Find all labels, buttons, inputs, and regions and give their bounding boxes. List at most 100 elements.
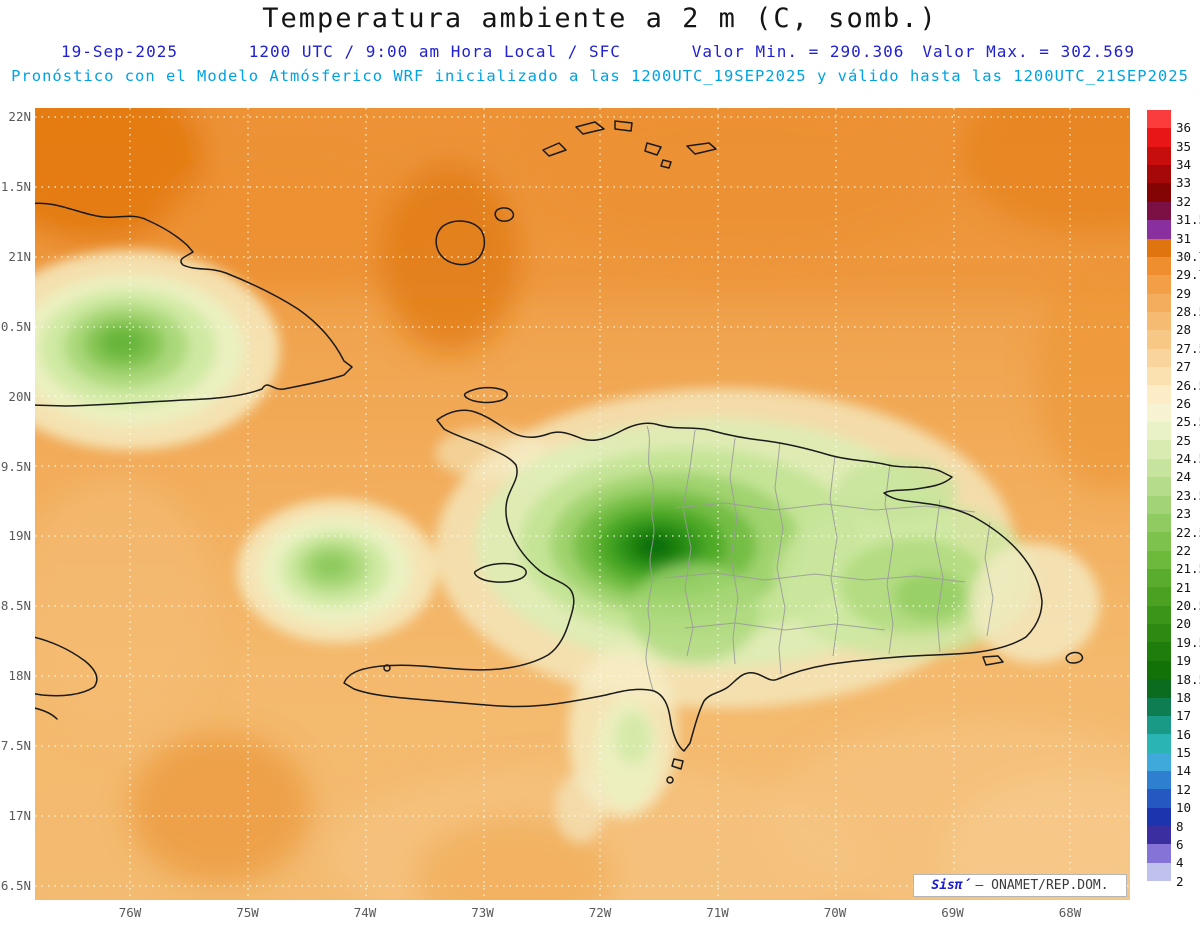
- colorbar-tick-label: 18.5: [1176, 671, 1200, 687]
- colorbar-swatch: [1147, 293, 1171, 312]
- coastline-cuba: [35, 202, 353, 407]
- lon-tick-label: 76W: [118, 905, 142, 920]
- island-mona: [1065, 651, 1084, 664]
- colorbar: [1147, 110, 1171, 900]
- colorbar-swatch: [1147, 844, 1171, 863]
- colorbar-swatch: [1147, 513, 1171, 533]
- colorbar-swatch: [1147, 238, 1171, 257]
- colorbar-tick-label: 26: [1176, 395, 1192, 411]
- colorbar-tick-label: 23: [1176, 506, 1192, 522]
- colorbar-tick-label: 14: [1176, 763, 1192, 779]
- colorbar-swatch: [1147, 789, 1171, 808]
- colorbar-tick-label: 28: [1176, 322, 1192, 338]
- coastlines: [35, 120, 1084, 784]
- colorbar-swatch: [1147, 532, 1171, 551]
- page-title: Temperatura ambiente a 2 m (C, somb.): [262, 3, 938, 34]
- colorbar-swatch: [1147, 881, 1171, 900]
- colorbar-tick-label: 29.7: [1176, 267, 1200, 283]
- colorbar-tick-label: 30.7: [1176, 248, 1200, 264]
- colorbar-tick-label: 19: [1176, 653, 1192, 669]
- colorbar-tick-label: 12: [1176, 781, 1192, 797]
- value-max: Valor Max. = 302.569: [922, 42, 1135, 61]
- min-max-values: Valor Min. = 290.306 Valor Max. = 302.56…: [692, 42, 1135, 61]
- colorbar-swatch: [1147, 348, 1171, 368]
- colorbar-swatch: [1147, 550, 1171, 569]
- colorbar-tick-label: 35: [1176, 138, 1192, 154]
- colorbar-swatch: [1147, 642, 1171, 661]
- colorbar-swatch: [1147, 770, 1171, 790]
- colorbar-swatch: [1147, 752, 1171, 771]
- colorbar-swatch: [1147, 807, 1171, 827]
- island-navassa: [383, 664, 391, 672]
- colorbar-tick-label: 20.5: [1176, 598, 1200, 614]
- colorbar-swatch: [1147, 146, 1171, 166]
- colorbar-tick-label: 28.5: [1176, 304, 1200, 320]
- colorbar-swatch: [1147, 679, 1171, 698]
- colorbar-tick-label: 25.5: [1176, 414, 1200, 430]
- colorbar-tick-label: 36: [1176, 120, 1192, 136]
- lat-tick-label: 8.5N: [0, 598, 31, 614]
- colorbar-tick-label: 10: [1176, 800, 1192, 816]
- colorbar-swatch: [1147, 660, 1171, 680]
- colorbar-swatch: [1147, 477, 1171, 496]
- colorbar-swatch: [1147, 367, 1171, 386]
- islands-turks-caicos: [542, 120, 672, 169]
- colorbar-swatch: [1147, 183, 1171, 202]
- colorbar-tick-label: 32: [1176, 193, 1192, 209]
- colorbar-swatch: [1147, 624, 1171, 643]
- graticule-gridlines: [35, 108, 1130, 900]
- coastline-jamaica: [35, 636, 98, 697]
- lon-tick-label: 72W: [588, 905, 612, 920]
- colorbar-swatch: [1147, 458, 1171, 478]
- colorbar-tick-label: 31.5: [1176, 212, 1200, 228]
- island-mayaguana: [686, 142, 717, 155]
- run-time: 1200 UTC / 9:00 am Hora Local / SFC: [248, 42, 621, 61]
- colorbar-tick-label: 16: [1176, 726, 1192, 742]
- colorbar-swatch: [1147, 330, 1171, 349]
- lat-tick-label: 6.5N: [0, 877, 31, 893]
- lat-tick-label: 20N: [8, 388, 31, 404]
- forecast-subtitle: Pronóstico con el Modelo Atmósferico WRF…: [11, 67, 1189, 85]
- colorbar-swatch: [1147, 862, 1171, 882]
- lon-tick-label: 75W: [236, 905, 259, 920]
- island-great-inagua: [435, 220, 486, 266]
- colorbar-swatch: [1147, 697, 1171, 716]
- colorbar-tick-label: 26.5: [1176, 377, 1200, 393]
- lat-tick-label: 22N: [8, 109, 31, 124]
- colorbar-tick-label: 19.5: [1176, 634, 1200, 650]
- lon-tick-label: 74W: [353, 905, 377, 920]
- lat-tick-label: 21N: [8, 248, 31, 264]
- island-saona: [982, 655, 1004, 666]
- colorbar-tick-label: 34: [1176, 157, 1192, 173]
- colorbar-swatch: [1147, 275, 1171, 294]
- colorbar-swatch: [1147, 495, 1171, 514]
- haiti-dr-border: [645, 425, 655, 691]
- watermark-brand: Sisπ́: [931, 878, 971, 893]
- colorbar-tick-label: 25: [1176, 432, 1192, 448]
- colorbar-tick-label: 15: [1176, 745, 1192, 761]
- colorbar-swatch: [1147, 128, 1171, 147]
- colorbar-swatch: [1147, 220, 1171, 239]
- colorbar-tick-label: 4: [1176, 855, 1184, 871]
- colorbar-tick-label: 21: [1176, 579, 1192, 595]
- lat-tick-label: 18N: [8, 668, 31, 684]
- colorbar-swatch: [1147, 605, 1171, 625]
- ocean-temperature-patches: [35, 108, 1130, 900]
- colorbar-tick-label: 31: [1176, 230, 1192, 246]
- value-min: Valor Min. = 290.306: [691, 42, 905, 61]
- colorbar-tick-label: 24: [1176, 469, 1192, 485]
- colorbar-swatch: [1147, 201, 1171, 221]
- colorbar-swatch: [1147, 110, 1171, 129]
- lat-tick-label: 7.5N: [0, 738, 31, 754]
- colorbar-tick-label: 33: [1176, 175, 1192, 191]
- island-tortue: [463, 386, 508, 404]
- colorbar-tick-label: 27: [1176, 359, 1192, 375]
- colorbar-tick-label: 22.5: [1176, 524, 1200, 540]
- lon-tick-label: 69W: [941, 905, 964, 920]
- watermark: Sisπ́ – ONAMET/REP.DOM.: [913, 874, 1127, 897]
- province-boundaries: [645, 425, 994, 691]
- watermark-text: – ONAMET/REP.DOM.: [975, 878, 1109, 893]
- colorbar-tick-label: 21.5: [1176, 561, 1200, 577]
- colorbar-swatch: [1147, 403, 1171, 423]
- colorbar-swatch: [1147, 256, 1171, 276]
